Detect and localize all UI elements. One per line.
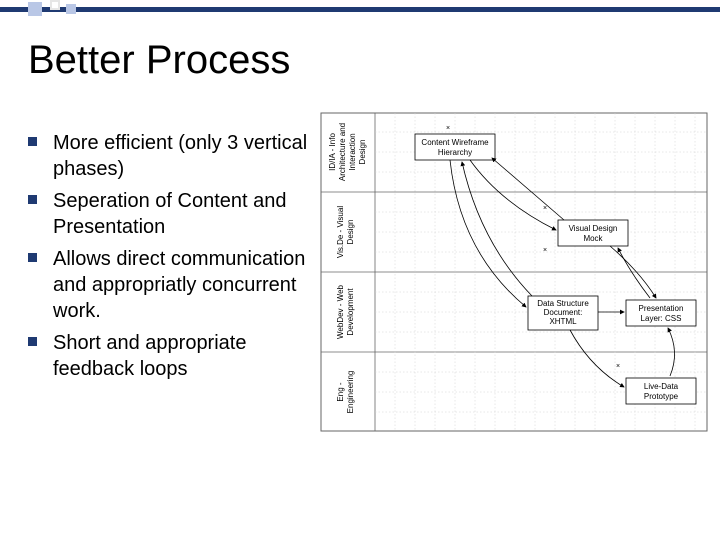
list-item: Short and appropriate feedback loops	[28, 330, 328, 382]
bullet-square-icon	[28, 195, 37, 204]
arrow-b4-b2	[618, 248, 650, 298]
arrow-b3-b1	[462, 162, 532, 296]
arrow-b1-b2	[470, 160, 556, 230]
deco-bar	[0, 7, 720, 12]
box-label: Live-Data	[644, 382, 679, 391]
svg-text:Vis.De - Visual: Vis.De - Visual	[336, 206, 345, 258]
row-label-3: WebDev - Web Development	[336, 284, 355, 338]
bullet-text: Seperation of Content and Presentation	[53, 188, 328, 240]
slide-title: Better Process	[28, 38, 290, 83]
deco-square-3	[66, 4, 76, 14]
deco-square-2	[50, 0, 60, 10]
svg-text:WebDev - Web: WebDev - Web	[336, 284, 345, 338]
box-label: Prototype	[644, 392, 679, 401]
svg-text:Interaction: Interaction	[348, 133, 357, 170]
box-label: Content Wireframe	[421, 138, 489, 147]
box-label: Mock	[583, 234, 603, 243]
bullet-square-icon	[28, 337, 37, 346]
svg-text:Design: Design	[358, 140, 367, 165]
x-mark: ×	[543, 205, 547, 212]
box-label: Layer: CSS	[641, 314, 682, 323]
svg-text:Development: Development	[346, 288, 355, 336]
row-label-1: ID/IA - Info Architecture and Interactio…	[328, 123, 367, 181]
svg-text:Architecture and: Architecture and	[338, 123, 347, 181]
box-label: Visual Design	[569, 224, 618, 233]
row-label-2: Vis.De - Visual Design	[336, 206, 355, 258]
list-item: More efficient (only 3 vertical phases)	[28, 130, 328, 182]
bullet-text: More efficient (only 3 vertical phases)	[53, 130, 328, 182]
box-label: Hierarchy	[438, 148, 472, 157]
x-mark: ×	[616, 363, 620, 370]
bullet-text: Allows direct communication and appropri…	[53, 246, 328, 324]
box-label: Document:	[544, 308, 583, 317]
slide-top-decoration	[0, 0, 720, 18]
svg-text:Engineering: Engineering	[346, 371, 355, 414]
row-label-4: Eng - Engineering	[336, 371, 355, 414]
x-mark: ×	[446, 125, 450, 132]
box-label: XHTML	[549, 317, 577, 326]
bullet-list-container: More efficient (only 3 vertical phases) …	[28, 130, 328, 388]
diagram-svg: ID/IA - Info Architecture and Interactio…	[320, 112, 708, 432]
box-label: Presentation	[639, 304, 684, 313]
process-diagram: ID/IA - Info Architecture and Interactio…	[320, 112, 708, 432]
svg-text:Eng -: Eng -	[336, 382, 345, 401]
list-item: Allows direct communication and appropri…	[28, 246, 328, 324]
arrow-b3-b5	[570, 330, 624, 387]
arrow-b2-b1	[492, 158, 564, 220]
svg-text:Design: Design	[346, 220, 355, 245]
deco-square-1	[28, 2, 42, 16]
bullet-list: More efficient (only 3 vertical phases) …	[28, 130, 328, 382]
list-item: Seperation of Content and Presentation	[28, 188, 328, 240]
svg-text:ID/IA - Info: ID/IA - Info	[328, 133, 337, 171]
bullet-text: Short and appropriate feedback loops	[53, 330, 328, 382]
x-mark: ×	[543, 247, 547, 254]
bullet-square-icon	[28, 137, 37, 146]
bullet-square-icon	[28, 253, 37, 262]
box-label: Data Structure	[537, 299, 589, 308]
